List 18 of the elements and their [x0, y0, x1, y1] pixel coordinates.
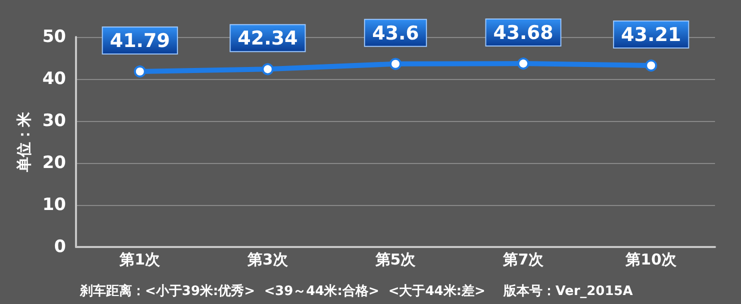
y-tick-label: 10: [42, 195, 66, 215]
text: 刹车距离：<小于39米:优秀> <39～44米:合格> <大于44米:差> 版本号：Ver_2015A: [79, 283, 633, 299]
data-label: 41.79: [110, 30, 170, 52]
y-tick-label: 50: [42, 27, 66, 47]
x-tick-label: 第1次: [118, 250, 162, 268]
x-tick-label: 第5次: [374, 250, 417, 268]
x-tick-label: 第3次: [246, 250, 289, 268]
x-tick-label: 第7次: [502, 250, 545, 268]
x-tick-label: 第10次: [624, 250, 678, 268]
data-label: 42.34: [238, 28, 298, 50]
y-tick-label: 40: [42, 69, 66, 89]
data-label: 43.68: [493, 22, 554, 44]
data-label: 43.6: [372, 22, 419, 44]
y-tick-label: 30: [42, 111, 66, 131]
y-tick-label: 0: [54, 237, 66, 257]
data-label: 43.21: [621, 24, 682, 46]
y-axis-title: 单位：米: [14, 111, 33, 173]
y-tick-label: 20: [42, 153, 66, 173]
